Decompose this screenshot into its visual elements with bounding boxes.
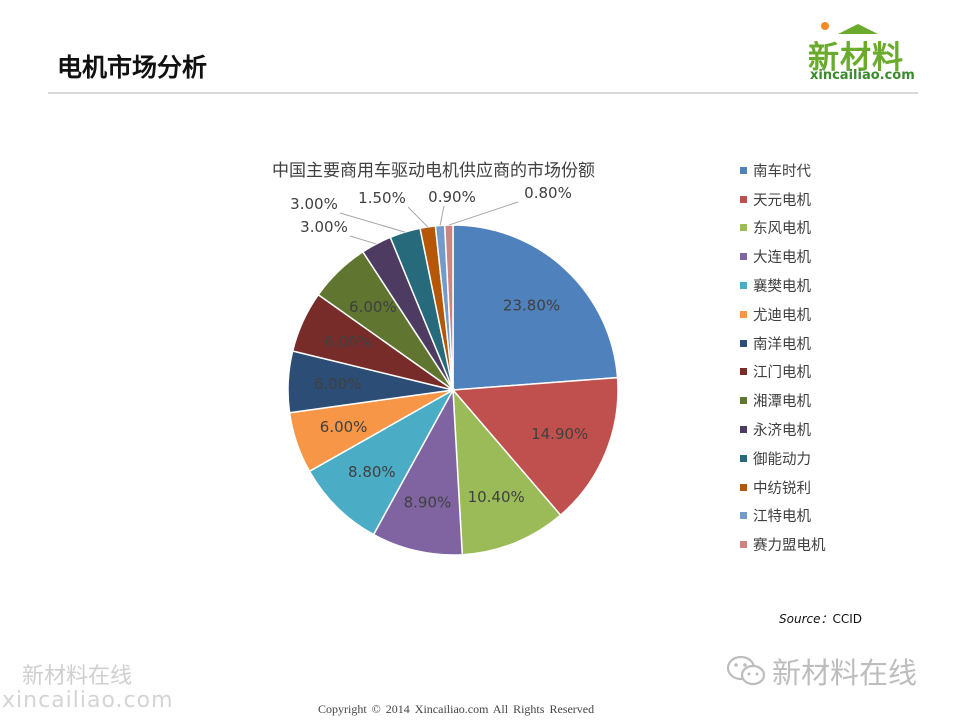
legend-item: 南车时代 <box>740 156 826 185</box>
logo-url: xincailiao.com <box>810 68 915 83</box>
chart-legend: 南车时代天元电机东风电机大连电机襄樊电机尤迪电机南洋电机江门电机湘潭电机永济电机… <box>740 156 826 559</box>
data-label: 6.00% <box>320 418 368 436</box>
leader-line <box>407 206 429 228</box>
data-label: 0.80% <box>524 184 572 202</box>
legend-item: 中纺锐利 <box>740 473 826 502</box>
legend-item: 大连电机 <box>740 242 826 271</box>
legend-swatch <box>740 166 747 174</box>
pie-slice <box>308 388 455 536</box>
pie-slices <box>287 224 619 556</box>
data-label: 3.00% <box>300 218 348 236</box>
legend-item: 赛力盟电机 <box>740 530 826 559</box>
source-value: CCID <box>832 612 863 626</box>
source-note: Source：CCID <box>779 610 862 627</box>
legend-item: 御能动力 <box>740 444 826 473</box>
data-label: 23.80% <box>503 296 560 314</box>
chart-title: 中国主要商用车驱动电机供应商的市场份额 <box>272 161 595 181</box>
legend-swatch <box>740 253 747 261</box>
legend-swatch <box>740 397 747 405</box>
leader-lines <box>339 201 519 245</box>
legend-label: 湘潭电机 <box>753 394 811 411</box>
legend-swatch <box>740 454 747 462</box>
legend-item: 南洋电机 <box>740 329 826 358</box>
legend-item: 尤迪电机 <box>740 300 826 329</box>
legend-item: 东风电机 <box>740 214 826 243</box>
legend-label: 东风电机 <box>753 221 811 238</box>
legend-item: 永济电机 <box>740 415 826 444</box>
legend-swatch <box>740 282 747 290</box>
legend-label: 大连电机 <box>753 250 811 267</box>
leader-line <box>439 205 445 226</box>
leader-line <box>448 201 519 226</box>
pie-slice <box>452 224 619 391</box>
legend-label: 江特电机 <box>753 509 811 526</box>
legend-label: 尤迪电机 <box>753 307 811 324</box>
leader-line <box>349 235 377 245</box>
legend-label: 赛力盟电机 <box>753 538 826 555</box>
pie-slice <box>452 387 562 556</box>
legend-item: 襄樊电机 <box>740 271 826 300</box>
legend-item: 天元电机 <box>740 185 826 214</box>
legend-swatch <box>740 368 747 376</box>
legend-item: 江特电机 <box>740 502 826 531</box>
pie-slice <box>451 376 619 517</box>
data-label: 6.00% <box>349 298 397 316</box>
logo-dot-icon <box>821 22 829 30</box>
data-label: 8.80% <box>348 463 396 481</box>
legend-label: 襄樊电机 <box>753 279 811 296</box>
data-label: 8.90% <box>404 494 452 512</box>
legend-label: 永济电机 <box>753 423 811 440</box>
legend-label: 天元电机 <box>753 192 811 209</box>
title-divider <box>48 92 918 94</box>
legend-item: 湘潭电机 <box>740 386 826 415</box>
data-label: 0.90% <box>428 188 476 206</box>
legend-label: 江门电机 <box>753 365 811 382</box>
watermark-right: 新材料在线 <box>772 656 918 690</box>
source-label: Source： <box>779 612 833 626</box>
legend-swatch <box>740 512 747 520</box>
legend-swatch <box>740 339 747 347</box>
legend-swatch <box>740 426 747 434</box>
data-label: 10.40% <box>468 488 525 506</box>
wechat-icon <box>726 655 766 686</box>
legend-swatch <box>740 483 747 491</box>
legend-swatch <box>740 541 747 549</box>
legend-label: 中纺锐利 <box>753 480 811 497</box>
data-label: 6.00% <box>324 333 372 351</box>
legend-swatch <box>740 224 747 232</box>
data-label: 14.90% <box>531 425 588 443</box>
logo-text: 新材料 <box>808 40 904 76</box>
copyright-text: Copyright © 2014 Xincailiao.com All Righ… <box>318 702 595 716</box>
legend-label: 御能动力 <box>753 451 811 468</box>
logo-roof-icon <box>838 24 878 34</box>
legend-item: 江门电机 <box>740 358 826 387</box>
legend-swatch <box>740 195 747 203</box>
legend-label: 南车时代 <box>753 163 811 180</box>
legend-swatch <box>740 310 747 318</box>
watermark-left: 新材料在线 <box>22 664 133 689</box>
brand-logo: 新材料 xincailiao.com <box>804 22 920 90</box>
page-title: 电机市场分析 <box>57 53 208 82</box>
data-label: 6.00% <box>314 375 362 393</box>
leader-line <box>339 212 406 233</box>
pie-slice <box>372 387 464 556</box>
data-label: 1.50% <box>358 189 406 207</box>
watermark-left-url: xincailiao.com <box>2 688 174 713</box>
legend-label: 南洋电机 <box>753 336 811 353</box>
data-labels: 23.80% 14.90% 10.40% 8.90% 8.80% 6.00% 6.00% 6.… <box>290 184 588 512</box>
data-label: 3.00% <box>290 195 338 213</box>
